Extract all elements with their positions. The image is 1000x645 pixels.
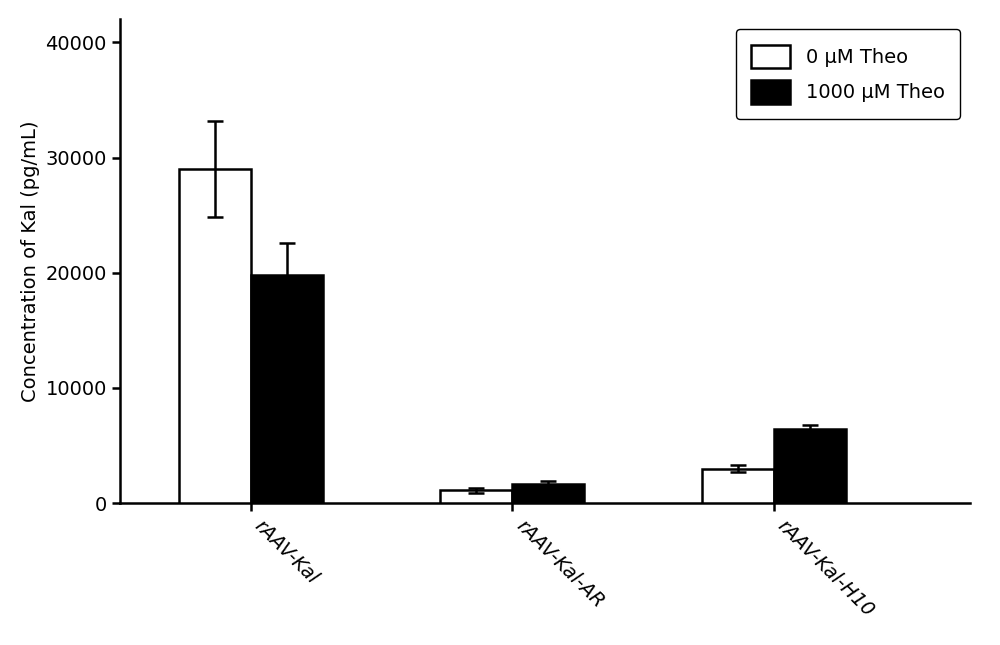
Bar xyxy=(179,169,251,503)
Legend: 0 μM Theo, 1000 μM Theo: 0 μM Theo, 1000 μM Theo xyxy=(736,29,960,119)
Bar xyxy=(702,468,774,503)
Bar xyxy=(440,490,512,503)
Bar xyxy=(251,275,323,503)
Y-axis label: Concentration of Kal (pg/mL): Concentration of Kal (pg/mL) xyxy=(21,121,40,402)
Bar xyxy=(774,430,846,503)
Bar xyxy=(512,484,584,503)
